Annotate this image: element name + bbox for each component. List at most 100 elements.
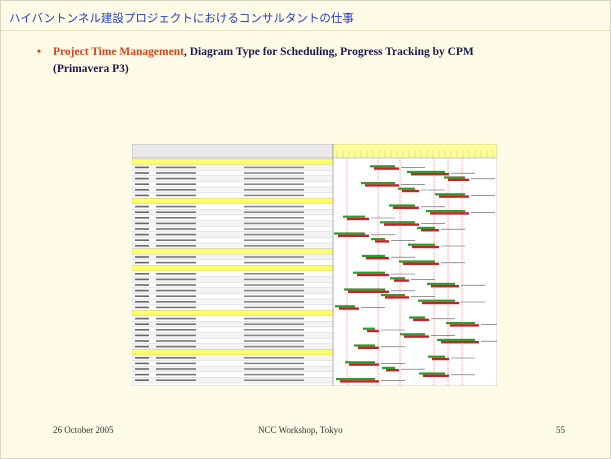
row-text bbox=[156, 177, 196, 180]
row-text bbox=[244, 306, 304, 309]
bar-plan bbox=[389, 204, 415, 207]
bar-plan bbox=[437, 338, 475, 341]
row-text bbox=[135, 245, 149, 247]
row-text bbox=[244, 166, 304, 169]
bar-plan bbox=[344, 288, 385, 291]
bar-plan bbox=[398, 187, 415, 190]
row-text bbox=[156, 284, 196, 286]
slide-title: ハイバントンネル建設プロジェクトにおけるコンサルタントの仕事 bbox=[9, 11, 354, 25]
row-text bbox=[244, 329, 304, 331]
row-text bbox=[135, 317, 149, 320]
bar-plan bbox=[335, 305, 355, 308]
bar-plan bbox=[428, 355, 445, 358]
bar-actual bbox=[412, 245, 439, 249]
row-text bbox=[244, 239, 304, 241]
bar-plan bbox=[371, 238, 385, 241]
row-text bbox=[244, 345, 304, 348]
row-text bbox=[244, 317, 304, 320]
row-text bbox=[156, 189, 196, 191]
row-text bbox=[244, 373, 304, 376]
bar-actual bbox=[347, 217, 369, 221]
row-text bbox=[244, 273, 304, 275]
row-text bbox=[135, 357, 149, 359]
row-text bbox=[135, 301, 149, 303]
row-text bbox=[135, 278, 149, 281]
row-text bbox=[244, 289, 304, 292]
bar-actual bbox=[404, 335, 429, 338]
bar-plan bbox=[370, 165, 395, 168]
bar-actual bbox=[441, 341, 479, 344]
row-text bbox=[156, 345, 196, 348]
row-text bbox=[135, 284, 149, 286]
row-text bbox=[156, 273, 196, 275]
row-text bbox=[135, 222, 149, 225]
row-text bbox=[156, 317, 196, 320]
bullet-text: , Diagram Type for Scheduling, Progress … bbox=[53, 46, 474, 75]
bar-plan bbox=[382, 366, 395, 369]
row-text bbox=[156, 334, 196, 337]
bullet-highlight: Project Time Management bbox=[53, 46, 184, 58]
section-row bbox=[132, 158, 334, 165]
row-text bbox=[135, 368, 149, 370]
bar-plan bbox=[334, 232, 365, 235]
footer-page: 55 bbox=[556, 425, 565, 435]
section-row bbox=[132, 198, 334, 204]
bar-plan bbox=[426, 210, 465, 213]
bar-plan bbox=[345, 361, 375, 364]
bar-plan bbox=[381, 294, 405, 297]
bar-actual bbox=[374, 167, 399, 170]
bar-plan bbox=[399, 260, 435, 263]
section-row bbox=[132, 248, 334, 255]
bar-actual bbox=[339, 307, 359, 310]
row-text bbox=[156, 222, 196, 225]
row-text bbox=[135, 233, 149, 236]
bar-plan bbox=[362, 254, 385, 257]
row-text bbox=[135, 211, 149, 213]
row-text bbox=[156, 379, 196, 381]
bar-plan bbox=[361, 182, 395, 185]
row-text bbox=[156, 340, 196, 342]
row-text bbox=[156, 205, 196, 208]
row-text bbox=[244, 211, 304, 213]
footer-date: 26 October 2005 bbox=[53, 425, 114, 435]
bar-plan bbox=[408, 243, 435, 246]
row-text bbox=[156, 256, 196, 258]
row-text bbox=[156, 194, 196, 197]
row-text bbox=[156, 245, 196, 247]
row-text bbox=[156, 228, 196, 230]
row-text bbox=[244, 379, 304, 381]
bar-actual bbox=[431, 285, 459, 288]
bar-actual bbox=[365, 184, 399, 187]
row-text bbox=[244, 340, 304, 342]
row-text bbox=[135, 323, 149, 325]
bar-plan bbox=[444, 176, 465, 179]
bar-actual bbox=[393, 206, 419, 209]
row-text bbox=[135, 362, 149, 365]
section-row bbox=[132, 265, 334, 272]
bar-plan bbox=[427, 282, 455, 285]
row-text bbox=[135, 166, 149, 169]
bar-actual bbox=[340, 380, 379, 383]
bar-plan bbox=[380, 221, 415, 224]
row-text bbox=[135, 177, 149, 180]
row-text bbox=[135, 205, 149, 208]
row-text bbox=[156, 233, 196, 236]
bar-actual bbox=[358, 346, 379, 349]
row-text bbox=[244, 278, 304, 281]
section-row bbox=[132, 349, 334, 356]
row-text bbox=[156, 183, 196, 185]
bar-actual bbox=[367, 329, 379, 333]
bar-plan bbox=[407, 170, 445, 173]
bar-actual bbox=[448, 178, 469, 181]
bar-actual bbox=[394, 279, 409, 282]
bar-actual bbox=[432, 357, 449, 361]
row-text bbox=[156, 362, 196, 365]
row-text bbox=[244, 245, 304, 247]
row-text bbox=[156, 172, 196, 174]
row-text bbox=[135, 228, 149, 230]
row-text bbox=[244, 362, 304, 365]
bar-actual bbox=[366, 257, 389, 260]
bar-plan bbox=[419, 372, 445, 375]
row-text bbox=[135, 256, 149, 258]
row-text bbox=[135, 217, 149, 219]
